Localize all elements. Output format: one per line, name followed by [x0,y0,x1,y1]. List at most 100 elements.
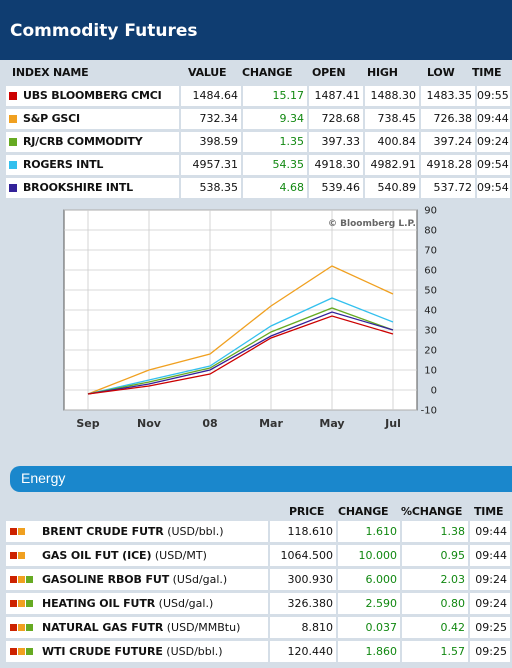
col-open: OPEN [312,66,346,79]
col-low: LOW [427,66,455,79]
index-row[interactable]: S&P GSCI 732.34 9.34 728.68 738.45 726.38 09:4… [6,109,510,129]
index-open-cell: 397.33 [309,132,363,152]
index-value-cell: 398.59 [181,132,241,152]
energy-col-price: PRICE [289,505,325,518]
energy-time-cell: 09:25 [470,641,510,662]
energy-time-cell: 09:24 [470,593,510,614]
energy-row[interactable]: BRENT CRUDE FUTR (USD/bbl.) 118.610 1.610 1… [6,521,510,542]
index-open-cell: 1487.41 [309,86,363,106]
index-change-cell: 1.35 [243,132,307,152]
index-name-cell[interactable]: BROOKSHIRE INTL [6,178,179,198]
energy-name: BRENT CRUDE FUTR [42,525,164,538]
y-tick-label: 40 [424,306,437,317]
index-high-cell: 738.45 [365,109,419,129]
index-name-cell[interactable]: UBS BLOOMBERG CMCI [6,86,179,106]
energy-row[interactable]: WTI CRUDE FUTURE (USD/bbl.) 120.440 1.860 1… [6,641,510,662]
energy-change-cell: 2.590 [338,593,400,614]
energy-indicator-square [26,624,33,631]
index-name-cell[interactable]: ROGERS INTL [6,155,179,175]
energy-pct-cell: 2.03 [402,569,468,590]
index-value-cell: 538.35 [181,178,241,198]
index-row[interactable]: UBS BLOOMBERG CMCI 1484.64 15.17 1487.41 148… [6,86,510,106]
energy-name-cell[interactable]: NATURAL GAS FUTR (USD/MMBtu) [6,617,268,638]
index-value-cell: 4957.31 [181,155,241,175]
energy-unit: (USD/bbl.) [166,645,223,658]
index-low-cell: 397.24 [421,132,475,152]
energy-row[interactable]: HEATING OIL FUTR (USd/gal.) 326.380 2.590 0… [6,593,510,614]
index-value-cell: 732.34 [181,109,241,129]
index-time-cell: 09:54 [477,178,510,198]
series-line [87,311,394,395]
y-tick-label: 20 [424,346,437,357]
energy-row[interactable]: GASOLINE RBOB FUT (USd/gal.) 300.930 6.000… [6,569,510,590]
energy-change-cell: 1.860 [338,641,400,662]
energy-indicator-square [10,576,17,583]
energy-time-cell: 09:44 [470,545,510,566]
x-tick-label: Nov [137,417,162,430]
index-row[interactable]: ROGERS INTL 4957.31 54.35 4918.30 4982.91 491… [6,155,510,175]
energy-name-cell[interactable]: BRENT CRUDE FUTR (USD/bbl.) [6,521,268,542]
energy-col-change: CHANGE [338,505,389,518]
energy-name: NATURAL GAS FUTR [42,621,164,634]
energy-pct-cell: 0.80 [402,593,468,614]
y-tick-label: 80 [424,226,437,237]
energy-indicator-square [26,648,33,655]
col-time: TIME [472,66,502,79]
energy-indicator-square [18,648,25,655]
index-time-cell: 09:54 [477,155,510,175]
col-high: HIGH [367,66,398,79]
series-color-swatch [9,115,17,123]
energy-price-cell: 1064.500 [270,545,336,566]
col-index-name: INDEX NAME [12,66,89,79]
x-tick-label: Jul [384,417,401,430]
index-open-cell: 539.46 [309,178,363,198]
col-change: CHANGE [242,66,293,79]
energy-name-cell[interactable]: WTI CRUDE FUTURE (USD/bbl.) [6,641,268,662]
energy-indicator-square [18,600,25,607]
index-row[interactable]: RJ/CRB COMMODITY 398.59 1.35 397.33 400.84 39… [6,132,510,152]
index-low-cell: 4918.28 [421,155,475,175]
energy-col-time: TIME [474,505,504,518]
energy-change-cell: 10.000 [338,545,400,566]
energy-pct-cell: 1.38 [402,521,468,542]
energy-change-cell: 6.000 [338,569,400,590]
energy-title: Energy [21,470,66,486]
page-header: Commodity Futures [0,0,512,60]
series-color-swatch [9,92,17,100]
energy-pct-cell: 0.42 [402,617,468,638]
series-line [87,315,394,395]
energy-indicator-square [26,576,33,583]
index-name-cell[interactable]: RJ/CRB COMMODITY [6,132,179,152]
series-color-swatch [9,161,17,169]
energy-indicator-square [18,528,25,535]
energy-price-cell: 120.440 [270,641,336,662]
energy-unit: (USd/gal.) [172,573,228,586]
energy-indicator-square [18,552,25,559]
energy-name: WTI CRUDE FUTURE [42,645,163,658]
index-high-cell: 540.89 [365,178,419,198]
energy-row[interactable]: GAS OIL FUT (ICE) (USD/MT) 1064.500 10.000… [6,545,510,566]
col-value: VALUE [188,66,227,79]
energy-name-cell[interactable]: GASOLINE RBOB FUT (USd/gal.) [6,569,268,590]
chart-svg: © Bloomberg L.P. 9080706050403020100-10 … [63,206,437,430]
series-line [87,265,394,395]
energy-price-cell: 326.380 [270,593,336,614]
index-high-cell: 1488.30 [365,86,419,106]
index-time-cell: 09:55 [477,86,510,106]
index-row[interactable]: BROOKSHIRE INTL 538.35 4.68 539.46 540.89 537… [6,178,510,198]
energy-name-cell[interactable]: GAS OIL FUT (ICE) (USD/MT) [6,545,268,566]
commodity-chart: © Bloomberg L.P. 90 80 70 60 50 40 30 20 10 0 -10 … [8,206,502,432]
energy-unit: (USD/bbl.) [167,525,224,538]
energy-change-cell: 1.610 [338,521,400,542]
y-tick-label: 70 [424,246,437,257]
index-name-cell[interactable]: S&P GSCI [6,109,179,129]
index-low-cell: 726.38 [421,109,475,129]
energy-indicator-square [10,600,17,607]
energy-name-cell[interactable]: HEATING OIL FUTR (USd/gal.) [6,593,268,614]
energy-time-cell: 09:24 [470,569,510,590]
energy-row[interactable]: NATURAL GAS FUTR (USD/MMBtu) 8.810 0.037 0.… [6,617,510,638]
energy-name: HEATING OIL FUTR [42,597,156,610]
index-change-cell: 9.34 [243,109,307,129]
index-low-cell: 1483.35 [421,86,475,106]
index-open-cell: 4918.30 [309,155,363,175]
